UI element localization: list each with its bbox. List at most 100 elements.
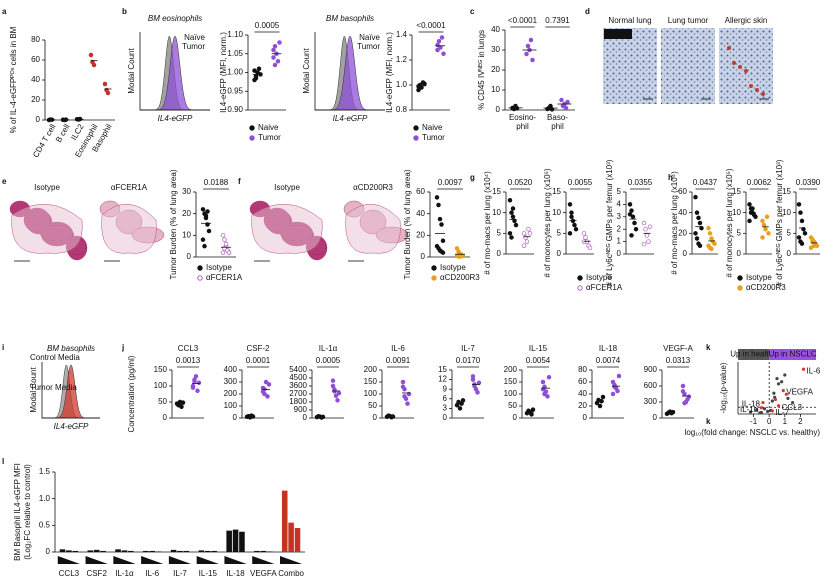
legend-marker: [431, 265, 437, 271]
y-tick-label: 5: [787, 228, 792, 237]
y-tick-label: 0: [497, 249, 502, 258]
data-point: [521, 243, 527, 248]
stain-label-bg: [604, 29, 632, 39]
dose-triangle: [224, 556, 247, 564]
chart-title: IL-15: [529, 344, 548, 353]
y-axis-label: Concentration (pg/ml): [127, 355, 136, 432]
bar: [281, 490, 288, 552]
x-tick-label: CSF2: [86, 569, 107, 578]
stain-spot: [727, 46, 731, 50]
data-point: [758, 411, 762, 415]
data-point: [528, 37, 534, 43]
bar: [183, 550, 190, 552]
point-label: IL-7: [775, 408, 789, 417]
x-tick-label: CCL3: [59, 569, 80, 578]
data-point: [475, 390, 480, 395]
data-point: [436, 202, 441, 208]
data-point: [775, 377, 779, 381]
x-tick-label: IL-15: [199, 569, 218, 578]
data-point: [332, 387, 337, 392]
y-tick-label: 20: [182, 209, 191, 218]
data-point: [646, 239, 651, 244]
data-point: [527, 231, 533, 236]
data-point: [629, 233, 634, 238]
panel-letter: g: [470, 173, 475, 182]
data-point: [627, 202, 633, 207]
data-point: [271, 47, 276, 53]
data-point: [641, 241, 647, 247]
data-point: [202, 243, 207, 249]
y-tick-label: 400: [224, 365, 238, 374]
data-point: [680, 383, 686, 389]
y-tick-label: 4500: [289, 373, 307, 382]
data-point: [195, 388, 200, 394]
stain-spot: [732, 61, 736, 65]
histogram-title: BM basophils: [326, 14, 374, 23]
y-axis-label: % CD45 IVᴺᴱᴳ in lungs: [477, 30, 486, 110]
panel-letter: i: [2, 343, 4, 352]
data-point: [529, 412, 534, 417]
data-point: [335, 397, 340, 403]
data-point: [435, 42, 440, 48]
p-value: 0.0313: [666, 356, 691, 365]
y-tick-label: 50: [508, 401, 517, 410]
y-axis-label: Modal Count: [29, 367, 38, 413]
data-point: [783, 373, 787, 377]
p-value: 0.0055: [568, 178, 593, 187]
y-tick-label: 60: [678, 187, 687, 196]
y-tick-label: 10: [782, 208, 791, 217]
p-value: <0.0001: [508, 16, 538, 25]
y-tick-label: 5: [557, 228, 562, 237]
bar: [260, 550, 267, 552]
legend-marker: [737, 285, 743, 291]
data-point: [712, 241, 717, 246]
x-tick-label: B cell: [54, 122, 72, 144]
bar: [155, 551, 162, 552]
y-tick-label: 0.90: [227, 105, 243, 114]
chart-title: IL-1α: [319, 344, 338, 353]
dose-triangle: [168, 556, 192, 564]
point-label: CCL3: [782, 403, 803, 412]
data-point: [796, 202, 802, 207]
data-point: [546, 374, 552, 380]
y-tick-label: 80: [578, 365, 587, 374]
data-point: [799, 218, 805, 224]
data-point: [205, 209, 210, 214]
panel-letter: b: [122, 7, 127, 16]
data-point: [457, 406, 463, 411]
data-point: [524, 239, 530, 244]
data-point: [253, 75, 259, 81]
data-point: [748, 410, 753, 414]
data-point: [193, 374, 199, 379]
y-tick-label: 150: [364, 377, 378, 386]
data-point: [509, 235, 514, 240]
dose-triangle: [280, 556, 303, 564]
data-point: [563, 105, 569, 111]
data-point: [682, 400, 687, 406]
chart-title: IL-6: [391, 344, 405, 353]
data-point: [647, 224, 653, 229]
region-header: [769, 349, 816, 360]
data-point: [762, 407, 767, 411]
y-tick-label: 3600: [289, 381, 307, 390]
x-tick-label: 2: [798, 417, 803, 426]
x-tick-label: -1: [750, 417, 758, 426]
y-tick-label: 4: [617, 200, 622, 209]
data-point: [780, 380, 784, 384]
data-point: [507, 198, 513, 203]
y-tick-label: 0: [496, 105, 501, 114]
data-point: [801, 367, 806, 371]
y-tick-label: 0: [187, 252, 192, 261]
x-tick-label: IL-6: [145, 569, 159, 578]
data-point: [559, 97, 564, 103]
y-axis-label: IL4-eGFP (MFI, norm.): [219, 32, 228, 113]
data-point: [572, 222, 577, 228]
data-point: [509, 210, 514, 215]
micrograph-caption: Isotype: [274, 183, 300, 192]
data-point: [521, 231, 527, 236]
data-point: [439, 222, 444, 227]
y-tick-label: 3: [617, 212, 622, 221]
data-point: [200, 237, 206, 242]
panel-letter: h: [668, 173, 673, 182]
data-point: [680, 389, 686, 394]
